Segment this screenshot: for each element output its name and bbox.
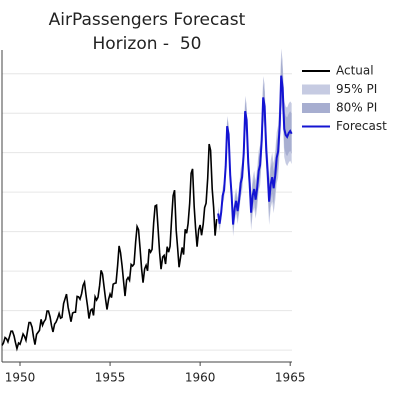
series-line — [217, 75, 293, 225]
legend-swatch — [302, 84, 330, 95]
chart-subtitle: Horizon - 50 — [93, 34, 202, 54]
legend-label: 95% PI — [336, 82, 377, 96]
x-tick-label: 1965 — [275, 371, 306, 385]
legend-label: Forecast — [336, 119, 387, 133]
prediction-interval — [218, 57, 292, 233]
legend-swatch — [302, 103, 330, 113]
x-tick-label: 1950 — [5, 371, 36, 385]
x-tick-label: 1955 — [95, 371, 126, 385]
legend-label: 80% PI — [336, 101, 377, 115]
legend-label: Actual — [336, 64, 374, 78]
series-line — [1, 143, 218, 352]
chart-title: AirPassengers Forecast — [49, 10, 246, 30]
x-tick-label: 1960 — [185, 371, 216, 385]
